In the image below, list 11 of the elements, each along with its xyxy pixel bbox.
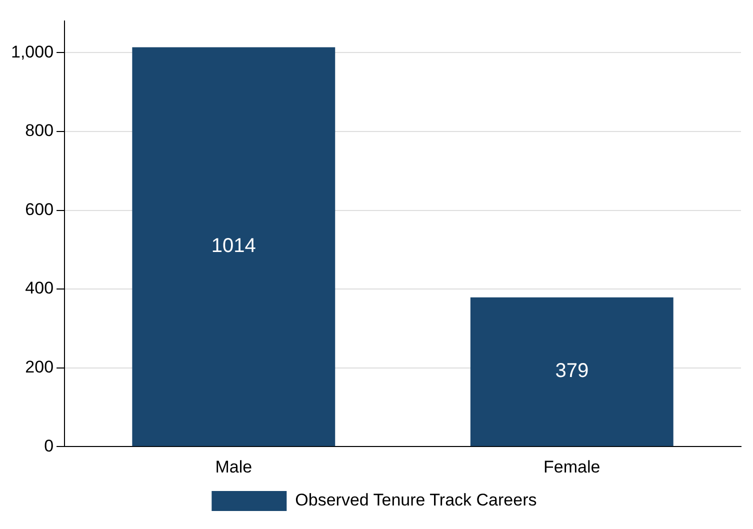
y-tick-label: 400 xyxy=(25,278,54,298)
y-tick-label: 200 xyxy=(25,358,54,377)
legend-label: Observed Tenure Track Careers xyxy=(295,490,537,510)
y-tick-label: 0 xyxy=(44,436,54,456)
data-label: 1014 xyxy=(211,235,256,258)
y-tick-label: 600 xyxy=(25,200,54,219)
x-tick-label: Male xyxy=(215,457,252,476)
y-tick-label: 1,000 xyxy=(10,42,54,62)
data-label: 379 xyxy=(555,360,589,382)
x-tick-label: Female xyxy=(544,457,600,476)
y-tick-label: 800 xyxy=(25,121,54,140)
